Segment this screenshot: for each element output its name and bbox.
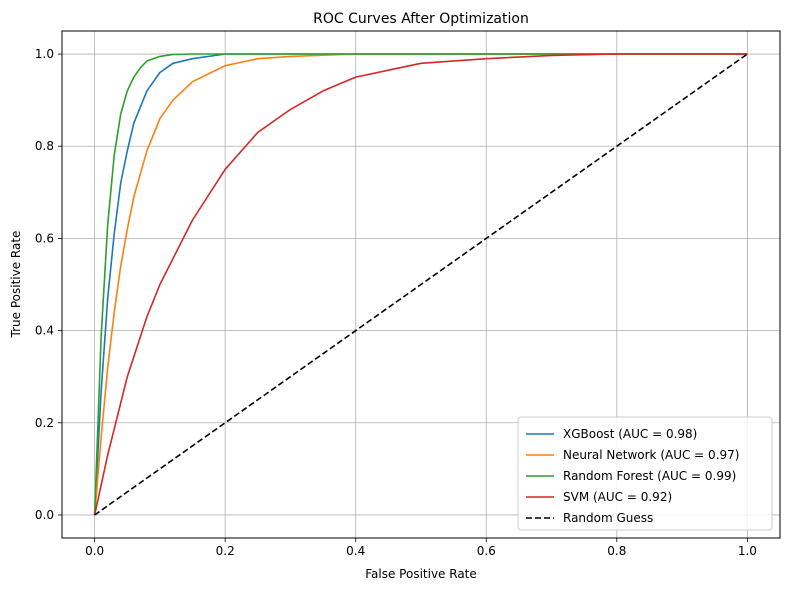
legend-label-2: Random Forest (AUC = 0.99) bbox=[563, 469, 736, 483]
y-tick-label: 0.4 bbox=[35, 324, 54, 338]
x-tick-label: 0.0 bbox=[85, 544, 104, 558]
y-axis-label: True Positive Rate bbox=[9, 231, 23, 339]
ticks: 0.0 0.2 0.4 0.6 0.8 1.0 0.0 0.2 0.4 0.6 0.8 1.0 bbox=[35, 47, 757, 558]
y-tick-label: 0.0 bbox=[35, 508, 54, 522]
y-tick-label: 0.2 bbox=[35, 416, 54, 430]
plot-frame bbox=[61, 30, 781, 539]
series-line-3 bbox=[93, 53, 748, 516]
x-tick-label: 0.4 bbox=[346, 544, 365, 558]
x-axis-label: False Positive Rate bbox=[365, 567, 477, 581]
legend-label-0: XGBoost (AUC = 0.98) bbox=[563, 427, 697, 441]
x-tick-label: 0.8 bbox=[607, 544, 626, 558]
x-tick-label: 1.0 bbox=[738, 544, 757, 558]
series-layer bbox=[93, 53, 748, 516]
legend-label-3: SVM (AUC = 0.92) bbox=[563, 490, 672, 504]
legend-box bbox=[517, 416, 773, 531]
y-tick-label: 0.8 bbox=[35, 139, 54, 153]
y-tick-label: 1.0 bbox=[35, 47, 54, 61]
x-tick-label: 0.2 bbox=[216, 544, 235, 558]
series-line-4 bbox=[94, 53, 748, 516]
x-tick-label: 0.6 bbox=[477, 544, 496, 558]
legend-label-4: Random Guess bbox=[563, 511, 653, 525]
legend: XGBoost (AUC = 0.98) Neural Network (AUC … bbox=[517, 416, 773, 531]
legend-label-1: Neural Network (AUC = 0.97) bbox=[563, 448, 739, 462]
series-line-2 bbox=[93, 53, 748, 516]
y-tick-label: 0.6 bbox=[35, 231, 54, 245]
grid bbox=[62, 31, 780, 538]
chart-title: ROC Curves After Optimization bbox=[313, 11, 529, 27]
